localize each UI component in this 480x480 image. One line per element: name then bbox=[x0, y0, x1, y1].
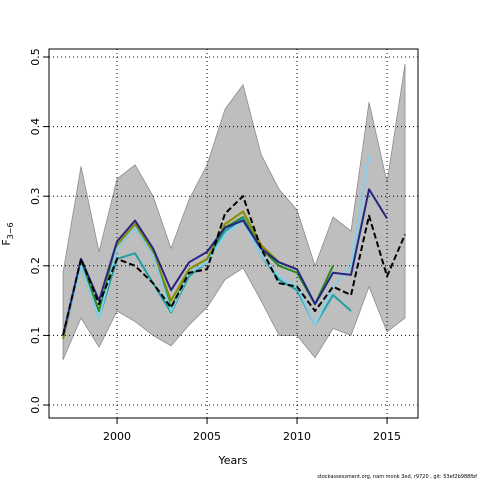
plot-frame bbox=[48, 48, 419, 419]
x-tick-label: 2000 bbox=[103, 430, 131, 443]
series-line bbox=[62, 154, 371, 336]
x-tick-label: 2005 bbox=[193, 430, 221, 443]
y-tick-label: 0.3 bbox=[29, 187, 42, 205]
y-tick-label: 0.0 bbox=[29, 396, 42, 414]
y-tick-label: 0.2 bbox=[29, 257, 42, 275]
y-label-sub: 3−6 bbox=[6, 222, 15, 239]
confidence-band bbox=[62, 63, 406, 360]
y-tick-label: 0.1 bbox=[29, 327, 42, 345]
y-label-main: F bbox=[0, 239, 13, 245]
x-axis-label: Years bbox=[217, 454, 247, 467]
series-line bbox=[62, 195, 406, 336]
y-tick-label: 0.5 bbox=[29, 48, 42, 66]
x-tick-label: 2015 bbox=[373, 430, 401, 443]
footer: stockassessment.org, nam monk 3ed, r9720… bbox=[317, 474, 477, 480]
y-tick-label: 0.4 bbox=[29, 118, 42, 136]
series-line bbox=[62, 188, 388, 336]
y-axis-label: F3−6 bbox=[0, 222, 15, 245]
x-tick-label: 2010 bbox=[283, 430, 311, 443]
